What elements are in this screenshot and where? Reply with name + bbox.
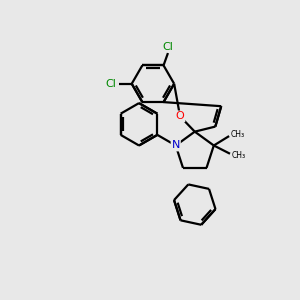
Text: N: N bbox=[172, 140, 180, 151]
Text: CH₃: CH₃ bbox=[231, 130, 245, 139]
Text: CH₃: CH₃ bbox=[232, 151, 246, 160]
Text: O: O bbox=[176, 111, 184, 122]
Text: Cl: Cl bbox=[106, 79, 117, 89]
Text: Cl: Cl bbox=[163, 41, 173, 52]
